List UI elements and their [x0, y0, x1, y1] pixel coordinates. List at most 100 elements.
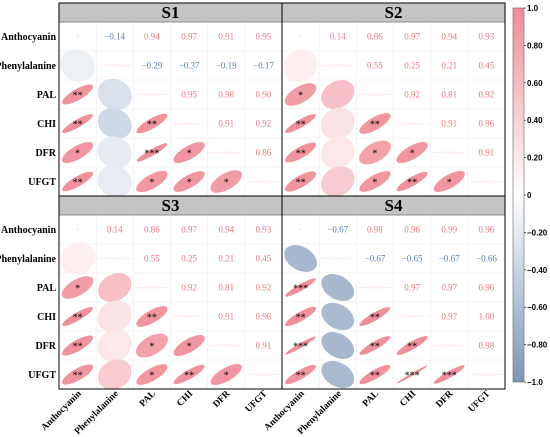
panel-title: S2 — [385, 3, 403, 22]
corr-ellipse — [359, 307, 391, 326]
corr-ellipse — [61, 276, 94, 299]
diag-ellipse — [208, 344, 244, 347]
colorbar-tick-label: −0.40 — [527, 266, 548, 275]
corr-ellipse — [320, 166, 355, 197]
corr-ellipse — [396, 336, 428, 355]
corr-ellipse — [98, 273, 132, 302]
row-label: CHI — [37, 312, 56, 323]
colorbar-tick-label: 0.60 — [527, 79, 543, 88]
diag-ellipse — [320, 64, 356, 67]
significance-stars: ** — [73, 371, 83, 382]
panel-title: S4 — [385, 196, 403, 215]
diag-ellipse — [134, 93, 170, 96]
significance-stars: * — [75, 149, 80, 160]
corr-ellipse — [62, 364, 94, 385]
significance-stars: ** — [184, 371, 194, 382]
corr-ellipse — [359, 336, 391, 355]
coef-label: 0.97 — [441, 283, 457, 293]
significance-stars: * — [187, 342, 192, 353]
significance-stars: ** — [407, 178, 417, 189]
coef-label: 0.95 — [256, 32, 272, 42]
panel-s3: S3 0.14 0.86 0.97 0.94 0.93 0.55 0.25 0.21 0.45 * 0… — [58, 195, 283, 390]
coef-label: 0.92 — [256, 283, 272, 293]
diag-ellipse — [431, 151, 467, 154]
coef-label: 0.99 — [441, 225, 457, 235]
significance-stars: * — [75, 284, 80, 295]
diag-ellipse — [245, 180, 282, 183]
significance-stars: ** — [370, 313, 380, 324]
coef-label: 0.25 — [181, 254, 197, 264]
significance-stars: *** — [144, 149, 159, 160]
outer-frame — [58, 2, 506, 390]
panels-group: S1 −0.14 0.94 0.97 0.91 0.95 −0.29 −0.37 −0.19 −0… — [58, 2, 506, 390]
coef-label: −0.66 — [476, 254, 497, 264]
corr-ellipse — [97, 300, 132, 333]
coef-label: −0.67 — [327, 225, 348, 235]
corr-ellipse — [136, 306, 168, 327]
coef-label: 0.14 — [330, 32, 346, 42]
corr-ellipse — [173, 364, 205, 385]
corr-ellipse — [61, 142, 94, 163]
significance-stars: *** — [405, 371, 420, 382]
column-label: UFGT — [244, 389, 270, 415]
corr-ellipse — [210, 364, 242, 385]
corr-ellipse — [97, 359, 132, 390]
coef-label: 0.25 — [404, 61, 420, 71]
significance-stars: * — [372, 149, 377, 160]
coef-label: 0.91 — [479, 148, 495, 158]
coef-label: −0.14 — [104, 32, 125, 42]
significance-stars: * — [410, 149, 415, 160]
significance-stars: ** — [370, 120, 380, 131]
coef-label: 0.86 — [367, 32, 383, 42]
colorbar-tick-label: 0 — [527, 191, 532, 200]
coef-label: 0.98 — [479, 341, 495, 351]
colorbar-tick-label: 0.80 — [527, 41, 543, 50]
coef-label: 0.97 — [181, 225, 197, 235]
corr-ellipse — [433, 365, 465, 384]
corr-ellipse — [136, 113, 168, 134]
diag-ellipse — [245, 373, 282, 376]
row-label: Phenylalanine — [0, 61, 57, 72]
coef-label: −0.65 — [402, 254, 423, 264]
significance-stars: ** — [370, 342, 380, 353]
significance-stars: ** — [296, 178, 306, 189]
colorbar-gradient — [512, 7, 525, 383]
panel-s2: S2 0.14 0.86 0.97 0.94 0.93 0.55 0.25 0.21 0.45 * 0… — [281, 2, 506, 197]
diag-ellipse — [208, 151, 244, 154]
diag-ellipse — [97, 64, 133, 67]
significance-stars: ** — [296, 371, 306, 382]
corr-ellipse — [284, 83, 317, 106]
coef-label: 0.81 — [441, 90, 457, 100]
corr-ellipse — [60, 49, 95, 82]
coef-label: 0.91 — [218, 119, 234, 129]
corr-ellipse — [136, 170, 168, 193]
corr-ellipse — [433, 171, 465, 192]
corr-ellipse — [173, 335, 205, 356]
coef-label: −0.17 — [253, 61, 274, 71]
significance-stars: ** — [147, 120, 157, 131]
corr-ellipse — [173, 142, 205, 163]
corr-ellipse — [97, 107, 132, 140]
corr-ellipse — [396, 171, 428, 192]
corr-ellipse — [320, 136, 355, 169]
coef-label: 0.21 — [218, 254, 234, 264]
corr-ellipse — [136, 364, 168, 385]
corr-ellipse — [321, 80, 355, 109]
significance-stars: ** — [296, 149, 306, 160]
corr-ellipse — [285, 171, 317, 192]
coef-label: 0.96 — [479, 225, 495, 235]
significance-stars: * — [149, 178, 154, 189]
row-labels: Anthocyanin Phenylalanine PAL CHI DFR UFGT Ant… — [0, 32, 57, 381]
coef-label: 0.96 — [256, 312, 272, 322]
coef-label: 0.98 — [218, 90, 234, 100]
column-label: PAL — [138, 389, 158, 409]
coef-label: 0.96 — [479, 283, 495, 293]
diag-ellipse — [357, 93, 393, 96]
significance-stars: ** — [296, 313, 306, 324]
corr-ellipse — [173, 171, 205, 192]
coef-label: −0.19 — [216, 61, 237, 71]
coef-label: 0.86 — [144, 225, 160, 235]
coef-label: 0.94 — [218, 225, 234, 235]
coef-label: 0.94 — [441, 32, 457, 42]
